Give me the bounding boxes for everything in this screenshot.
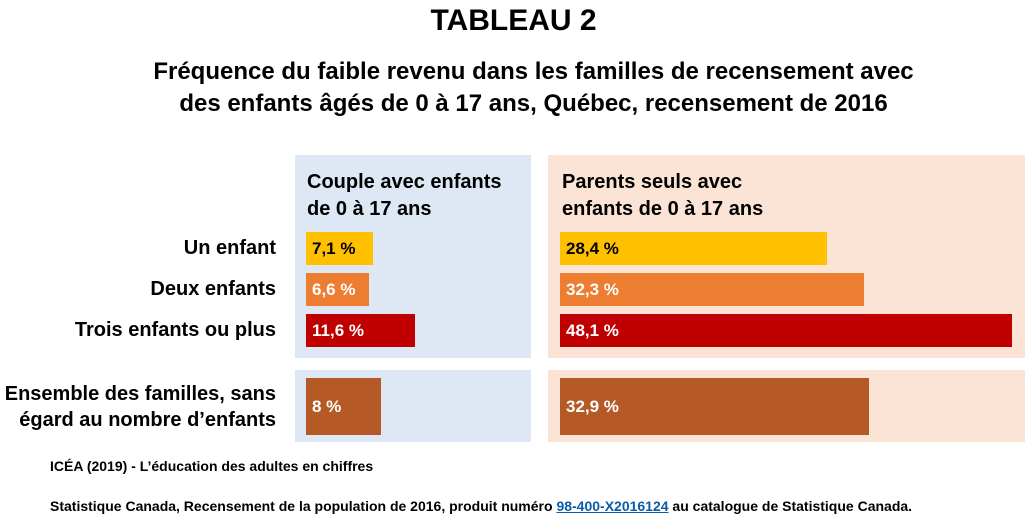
bar-label-single-parent-all-families: 32,9 % — [566, 397, 619, 416]
single-parent-header-line-1: Parents seuls avec — [562, 171, 743, 193]
bar-single-parent-one-child — [560, 232, 827, 265]
row-label-all-families-line-2: égard au nombre d’enfants — [19, 409, 276, 431]
page-title: TABLEAU 2 — [430, 4, 597, 37]
bar-couple-all-families — [306, 378, 382, 435]
bar-single-parent-all-families — [560, 378, 870, 435]
bar-label-couple-all-families: 8 % — [312, 397, 342, 416]
subtitle-line-2: des enfants âgés de 0 à 17 ans, Québec, … — [179, 90, 888, 117]
bar-label-single-parent-three-plus: 48,1 % — [566, 321, 619, 340]
bar-couple-two-children — [306, 273, 369, 306]
bar-single-parent-three-plus — [560, 314, 1013, 347]
row-label-one-child: Un enfant — [183, 237, 276, 259]
row-label-two-children: Deux enfants — [150, 278, 276, 300]
subtitle-line-1: Fréquence du faible revenu dans les fami… — [153, 58, 914, 85]
source-line-1: ICÉA (2019) - L’éducation des adultes en… — [50, 458, 374, 474]
bar-label-couple-two-children: 6,6 % — [312, 280, 356, 299]
bar-label-couple-one-child: 7,1 % — [312, 239, 356, 258]
bar-single-parent-two-children — [560, 273, 864, 306]
single-parent-header-line-2: enfants de 0 à 17 ans — [562, 198, 764, 220]
bar-label-single-parent-one-child: 28,4 % — [566, 239, 619, 258]
row-label-all-families-line-1: Ensemble des familles, sans — [4, 383, 276, 405]
source-line-2-text: Statistique Canada, Recensement de la po… — [50, 498, 557, 514]
couple-header-line-1: Couple avec enfants — [307, 171, 502, 193]
bar-label-couple-three-plus: 11,6 % — [312, 321, 364, 340]
couple-header-line-2: de 0 à 17 ans — [307, 198, 432, 220]
row-label-all-families: Ensemble des familles, sans égard au nom… — [5, 381, 276, 433]
couple-column-header: Couple avec enfants de 0 à 17 ans — [307, 169, 502, 223]
bar-couple-three-plus — [306, 314, 416, 347]
catalogue-link[interactable]: 98-400-X2016124 — [556, 498, 669, 514]
source-line-2: Statistique Canada, Recensement de la po… — [50, 498, 912, 514]
bar-label-single-parent-two-children: 32,3 % — [566, 280, 619, 299]
single-parent-column-header: Parents seuls avec enfants de 0 à 17 ans — [562, 169, 763, 223]
row-label-three-plus: Trois enfants ou plus — [74, 319, 276, 341]
source-line-2-suffix: au catalogue de Statistique Canada. — [668, 498, 913, 514]
bar-couple-one-child — [306, 232, 373, 265]
